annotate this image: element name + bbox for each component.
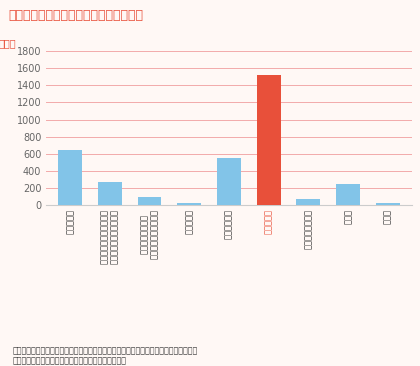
Text: 最も長く避難した避難場所別の避難者数: 最も長く避難した避難場所別の避難者数 bbox=[8, 9, 143, 22]
Text: 出典：内閣府防災情報ページ「熊本地震被災者アンケートの分析結果に基づく熊本地震: 出典：内閣府防災情報ページ「熊本地震被災者アンケートの分析結果に基づく熊本地震 bbox=[13, 346, 198, 355]
Bar bbox=[58, 150, 82, 205]
Bar bbox=[376, 203, 400, 205]
Bar bbox=[217, 158, 241, 205]
Text: における住民の避難理由と避難期間」を加工して作成: における住民の避難理由と避難期間」を加工して作成 bbox=[13, 357, 126, 366]
Bar bbox=[138, 197, 161, 205]
Bar bbox=[177, 203, 201, 205]
Bar bbox=[297, 199, 320, 205]
Text: （人）: （人） bbox=[0, 38, 16, 48]
Bar bbox=[98, 182, 122, 205]
Bar bbox=[336, 184, 360, 205]
Bar bbox=[257, 75, 281, 205]
